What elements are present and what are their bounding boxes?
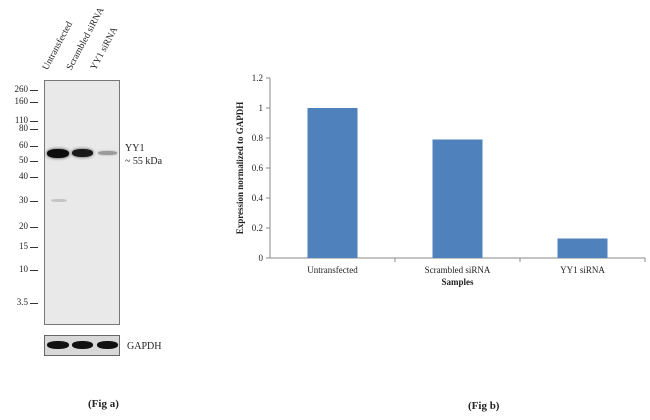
mw-marker-80: 80 xyxy=(19,123,28,133)
blot-membrane xyxy=(44,80,120,325)
mw-tick-10 xyxy=(30,270,38,271)
mw-tick-20 xyxy=(30,227,38,228)
bar-yy1-sirna xyxy=(557,238,608,258)
gapdh-blot xyxy=(44,335,120,356)
y-tick-label: 0.2 xyxy=(252,223,263,233)
mw-marker-20: 20 xyxy=(19,221,28,231)
mw-tick-50 xyxy=(30,161,38,162)
band-yy1-scrambled xyxy=(72,149,93,157)
mw-tick-30 xyxy=(30,201,38,202)
bar-scrambled-sirna xyxy=(432,139,483,258)
band-nonspecific xyxy=(51,199,67,202)
mw-marker-50: 50 xyxy=(19,155,28,165)
mw-tick-60 xyxy=(30,146,38,147)
band-gapdh-2 xyxy=(72,341,93,349)
y-tick-label: 1 xyxy=(259,103,264,113)
y-axis-title: Expression normalized to GAPDH xyxy=(235,102,245,235)
mw-marker-260: 260 xyxy=(14,84,29,94)
mw-marker-15: 15 xyxy=(19,241,28,251)
x-axis-title: Samples xyxy=(441,277,474,287)
band-gapdh-1 xyxy=(47,341,69,349)
mw-tick-15 xyxy=(30,247,38,248)
mw-tick-40 xyxy=(30,177,38,178)
mw-tick-3-5 xyxy=(30,303,38,304)
y-tick-label: 0.6 xyxy=(252,163,264,173)
y-tick-label: 0 xyxy=(259,253,264,263)
mw-marker-10: 10 xyxy=(19,264,28,274)
y-tick-label: 0.8 xyxy=(252,133,264,143)
x-tick-label: Scrambled siRNA xyxy=(425,265,491,275)
x-tick-label: Untransfected xyxy=(307,265,358,275)
mw-tick-160 xyxy=(30,102,38,103)
mw-marker-160: 160 xyxy=(14,96,29,106)
yy1-size-label: ~ 55 kDa xyxy=(125,156,163,167)
y-tick-label: 1.2 xyxy=(252,73,263,83)
yy1-label: YY1 xyxy=(125,143,145,154)
mw-tick-260 xyxy=(30,90,38,91)
bar-untransfected xyxy=(307,108,358,258)
gapdh-label: GAPDH xyxy=(127,341,162,352)
band-yy1-knockdown xyxy=(98,151,117,155)
x-tick-label: YY1 siRNA xyxy=(560,265,605,275)
figure-b-caption: (Fig b) xyxy=(468,400,500,412)
mw-marker-3-5: 3.5 xyxy=(16,297,28,307)
band-yy1-untransfected xyxy=(47,149,69,158)
mw-tick-80 xyxy=(30,129,38,130)
mw-marker-60: 60 xyxy=(19,140,28,150)
figure-a-caption: (Fig a) xyxy=(88,398,119,410)
band-gapdh-3 xyxy=(97,341,118,349)
mw-tick-110 xyxy=(30,121,38,122)
mw-marker-110: 110 xyxy=(14,115,28,125)
mw-marker-30: 30 xyxy=(19,195,28,205)
mw-marker-40: 40 xyxy=(19,171,28,181)
y-tick-label: 0.4 xyxy=(252,193,264,203)
